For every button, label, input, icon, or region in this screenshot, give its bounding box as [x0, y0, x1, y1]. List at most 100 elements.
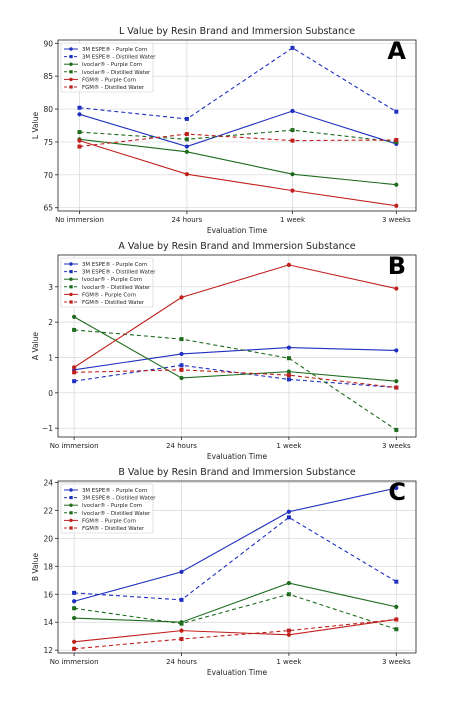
- data-point: [286, 262, 292, 267]
- series-line: [79, 47, 397, 120]
- y-tick-label: 70: [43, 171, 53, 180]
- data-point: [72, 379, 77, 384]
- chart-panel-c: B Value by Resin Brand and Immersion Sub…: [31, 467, 417, 677]
- y-tick-label: 24: [43, 478, 53, 487]
- series-line: [74, 593, 397, 630]
- legend-entry: FGM® - Distilled Water: [82, 84, 145, 91]
- legend-entry: Ivoclar® - Purple Corn: [82, 61, 142, 68]
- y-tick-label: 90: [43, 39, 53, 48]
- series-4: [77, 138, 399, 208]
- legend-marker: [69, 526, 73, 530]
- y-axis-label: B Value: [31, 553, 40, 582]
- data-point: [179, 337, 184, 342]
- series-line: [79, 133, 397, 148]
- series-2: [72, 314, 399, 384]
- series-4: [72, 617, 399, 644]
- data-point: [77, 138, 82, 143]
- panel-letter: C: [388, 478, 406, 506]
- series-1: [72, 363, 399, 390]
- x-tick-label: No immersion: [50, 442, 99, 450]
- data-point: [394, 579, 399, 584]
- plot-frame: [57, 254, 417, 438]
- data-point: [286, 580, 292, 586]
- series-2: [72, 580, 399, 625]
- legend-marker: [69, 62, 73, 66]
- series-0: [72, 485, 399, 604]
- series-1: [77, 45, 399, 121]
- data-point: [77, 130, 82, 135]
- data-point: [179, 375, 184, 381]
- x-axis-label: Evaluation Time: [207, 668, 268, 677]
- data-point: [394, 385, 399, 390]
- data-point: [72, 327, 77, 332]
- data-point: [184, 116, 189, 121]
- chart-title: L Value by Resin Brand and Immersion Sub…: [119, 26, 355, 37]
- data-point: [394, 137, 399, 142]
- legend-entry: Ivoclar® - Distilled Water: [82, 69, 151, 76]
- x-tick-label: 3 weeks: [382, 216, 411, 224]
- data-point: [72, 639, 77, 644]
- data-point: [72, 615, 77, 621]
- data-point: [394, 203, 399, 208]
- series-line: [73, 316, 397, 382]
- panel-letter: B: [388, 252, 406, 280]
- x-tick-label: 3 weeks: [382, 658, 411, 666]
- series-5: [72, 617, 399, 651]
- y-tick-label: 2: [48, 318, 53, 327]
- x-tick-label: 24 hours: [171, 216, 202, 224]
- y-tick-label: 65: [43, 204, 53, 213]
- data-point: [286, 515, 291, 520]
- x-tick-label: 3 weeks: [382, 442, 411, 450]
- legend-marker: [69, 518, 73, 523]
- y-tick-label: 12: [43, 646, 53, 655]
- plot-frame: [57, 39, 417, 212]
- legend-entry: 3M ESPE® - Distilled Water: [82, 495, 156, 502]
- data-point: [72, 646, 77, 651]
- data-point: [286, 628, 291, 633]
- data-point: [290, 45, 295, 50]
- y-tick-label: 80: [43, 105, 53, 114]
- chart-title: B Value by Resin Brand and Immersion Sub…: [118, 467, 355, 478]
- data-point: [77, 112, 82, 117]
- legend-box: [60, 257, 154, 308]
- y-tick-label: 18: [43, 562, 53, 571]
- series-line: [79, 129, 397, 143]
- legend-marker: [69, 85, 73, 89]
- data-point: [184, 172, 189, 177]
- data-point: [179, 637, 184, 642]
- x-axis-label: Evaluation Time: [207, 226, 268, 235]
- x-tick-label: 24 hours: [166, 442, 197, 450]
- data-point: [184, 144, 189, 149]
- legend-entry: FGM® - Distilled Water: [82, 525, 145, 532]
- series-1: [72, 515, 399, 602]
- data-point: [290, 138, 295, 143]
- series-5: [72, 367, 399, 390]
- legend-entry: FGM® - Purple Corn: [82, 291, 136, 298]
- y-tick-label: 75: [43, 138, 53, 147]
- legend-entry: FGM® - Purple Corn: [82, 76, 136, 83]
- legend-entry: 3M ESPE® - Distilled Water: [82, 54, 156, 61]
- y-tick-label: 14: [43, 618, 53, 627]
- legend-entry: 3M ESPE® - Distilled Water: [82, 269, 156, 276]
- data-point: [179, 597, 184, 602]
- y-tick-label: 1: [48, 353, 53, 362]
- data-point: [179, 621, 184, 626]
- data-point: [72, 370, 77, 375]
- data-point: [184, 137, 189, 142]
- legend-marker: [69, 270, 73, 274]
- series-line: [74, 329, 397, 431]
- data-point: [394, 286, 399, 291]
- series-line: [74, 582, 397, 623]
- data-point: [286, 369, 292, 374]
- series-line: [73, 264, 397, 368]
- x-tick-label: No immersion: [55, 216, 104, 224]
- data-point: [394, 427, 399, 432]
- data-point: [286, 509, 292, 514]
- data-point: [72, 365, 77, 370]
- chart-title: A Value by Resin Brand and Immersion Sub…: [118, 241, 355, 252]
- legend-marker: [69, 262, 73, 266]
- legend-marker: [69, 285, 73, 289]
- series-line: [73, 487, 397, 602]
